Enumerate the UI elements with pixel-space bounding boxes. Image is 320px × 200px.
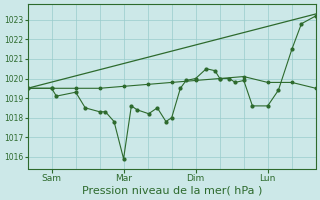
X-axis label: Pression niveau de la mer( hPa ): Pression niveau de la mer( hPa ) bbox=[82, 186, 262, 196]
